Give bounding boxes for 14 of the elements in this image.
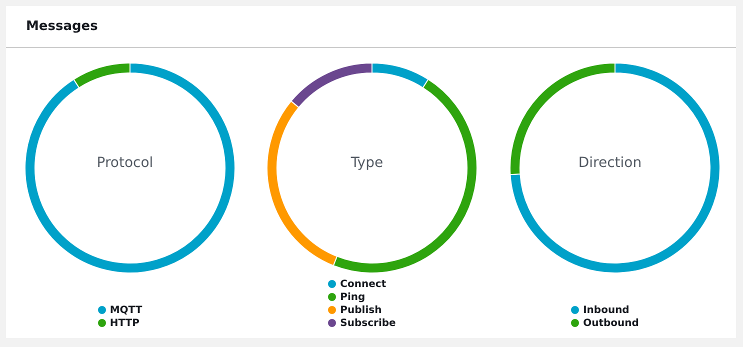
text: Type (350, 155, 384, 171)
text: Direction (578, 155, 642, 171)
donut-slice (510, 62, 720, 274)
legend-label: Connect (340, 279, 386, 290)
text: Protocol (96, 155, 154, 171)
donut-slice (24, 62, 236, 274)
legend-label: Subscribe (340, 318, 396, 329)
legend-label: Publish (340, 305, 382, 316)
legend-label: MQTT (110, 305, 142, 316)
legend-label: Ping (340, 292, 366, 303)
legend-label: Inbound (583, 305, 630, 316)
legend-label: HTTP (110, 318, 140, 329)
text: Messages (26, 19, 98, 34)
legend-label: Outbound (583, 318, 639, 329)
